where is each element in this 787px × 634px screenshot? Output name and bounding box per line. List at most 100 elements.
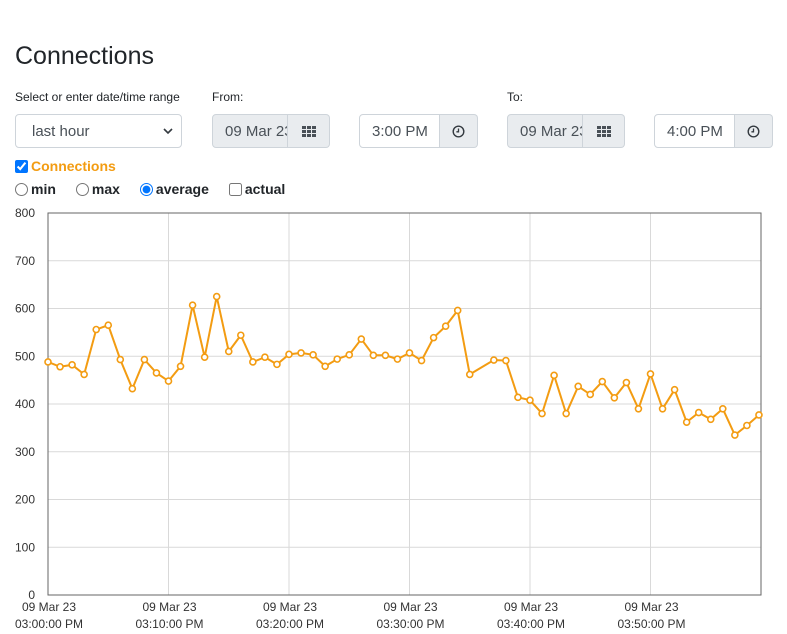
- data-point: [68, 361, 76, 369]
- plot-area: [47, 212, 762, 596]
- mode-min-radio[interactable]: [15, 182, 28, 196]
- data-point: [441, 322, 450, 330]
- data-point: [116, 355, 125, 364]
- data-point: [526, 396, 534, 404]
- to-date-input[interactable]: 09 Mar 23: [507, 114, 583, 148]
- data-point: [369, 351, 378, 360]
- y-tick-label: 100: [15, 540, 35, 554]
- mode-average[interactable]: average: [139, 181, 209, 197]
- connections-toggle[interactable]: Connections: [15, 158, 116, 174]
- data-point: [646, 370, 655, 378]
- to-date-group: 09 Mar 23: [507, 114, 625, 148]
- data-point: [44, 358, 52, 366]
- data-point: [514, 393, 522, 402]
- data-point: [718, 404, 727, 413]
- from-time-input[interactable]: 3:00 PM: [359, 114, 440, 148]
- data-point: [465, 370, 474, 379]
- y-tick-label: 400: [15, 397, 35, 411]
- mode-actual-checkbox[interactable]: [228, 182, 242, 196]
- data-point: [682, 418, 691, 426]
- to-calendar-button[interactable]: [583, 114, 625, 148]
- data-point: [405, 349, 414, 357]
- data-point: [417, 356, 426, 365]
- x-tick-date: 09 Mar 23: [624, 600, 678, 614]
- data-point: [755, 411, 763, 419]
- data-point: [622, 378, 631, 387]
- from-calendar-button[interactable]: [288, 114, 330, 148]
- clock-icon: [452, 124, 465, 138]
- from-label: From:: [212, 90, 244, 104]
- x-tick-time: 03:40:00 PM: [497, 617, 565, 631]
- to-time-input[interactable]: 4:00 PM: [654, 114, 735, 148]
- data-point: [393, 355, 402, 363]
- data-point: [562, 409, 570, 418]
- page-title: Connections: [15, 42, 154, 70]
- data-point: [670, 385, 679, 394]
- range-select[interactable]: last hour: [15, 114, 182, 148]
- data-point: [610, 393, 619, 402]
- range-label: Select or enter date/time range: [15, 90, 180, 104]
- mode-max[interactable]: max: [75, 181, 120, 197]
- data-point: [694, 408, 703, 417]
- y-tick-label: 500: [15, 349, 35, 363]
- y-tick-label: 300: [15, 445, 35, 459]
- data-point: [56, 362, 64, 371]
- data-point: [273, 360, 281, 369]
- x-tick-date: 09 Mar 23: [22, 600, 76, 614]
- y-tick-label: 600: [15, 302, 35, 316]
- data-point: [128, 384, 137, 393]
- to-clock-button[interactable]: [735, 114, 773, 148]
- x-tick-time: 03:20:00 PM: [256, 617, 324, 631]
- x-tick-time: 03:30:00 PM: [376, 617, 444, 631]
- range-select-value: last hour: [32, 122, 90, 140]
- data-point: [574, 382, 583, 391]
- data-point: [743, 421, 751, 430]
- data-point: [453, 306, 462, 315]
- data-point: [706, 415, 715, 424]
- series-line: [47, 296, 760, 437]
- data-point: [80, 370, 88, 379]
- data-point: [345, 351, 354, 359]
- x-tick-date: 09 Mar 23: [504, 600, 558, 614]
- data-point: [285, 350, 293, 359]
- data-point: [309, 351, 317, 359]
- from-date-group: 09 Mar 23: [212, 114, 330, 148]
- data-point: [598, 377, 607, 386]
- from-time-group: 3:00 PM: [359, 114, 478, 148]
- data-point: [586, 390, 595, 399]
- data-point: [176, 362, 185, 371]
- to-time-group: 4:00 PM: [654, 114, 773, 148]
- data-point: [634, 404, 643, 413]
- connections-toggle-label: Connections: [31, 158, 116, 174]
- mode-actual[interactable]: actual: [228, 181, 285, 197]
- y-tick-label: 800: [15, 206, 35, 220]
- connections-chart: 0 100 200 300 400 500 600 700 800 09 Mar 23 03:00:…: [15, 206, 763, 631]
- from-clock-button[interactable]: [440, 114, 478, 148]
- x-tick-date: 09 Mar 23: [142, 600, 196, 614]
- data-point: [140, 355, 149, 364]
- aggregation-modes: min max average actual: [15, 181, 285, 197]
- mode-min[interactable]: min: [15, 181, 56, 197]
- x-tick-date: 09 Mar 23: [263, 600, 317, 614]
- data-point: [164, 377, 173, 385]
- data-point: [297, 349, 305, 357]
- data-point: [188, 301, 197, 309]
- chevron-down-icon: [163, 128, 173, 135]
- data-point: [237, 331, 245, 340]
- data-point: [550, 371, 558, 380]
- data-point: [321, 362, 329, 371]
- connections-checkbox[interactable]: [15, 159, 28, 173]
- x-tick-time: 03:00:00 PM: [15, 617, 83, 631]
- data-point: [92, 325, 100, 334]
- data-point: [357, 335, 366, 343]
- from-date-input[interactable]: 09 Mar 23: [212, 114, 288, 148]
- x-tick-date: 09 Mar 23: [383, 600, 437, 614]
- mode-max-radio[interactable]: [75, 182, 89, 196]
- data-point: [249, 358, 257, 366]
- data-point: [200, 353, 209, 362]
- mode-average-radio[interactable]: [139, 182, 153, 196]
- data-point: [261, 353, 269, 362]
- clock-icon: [747, 124, 760, 138]
- data-point: [381, 351, 390, 360]
- x-tick-time: 03:10:00 PM: [135, 617, 203, 631]
